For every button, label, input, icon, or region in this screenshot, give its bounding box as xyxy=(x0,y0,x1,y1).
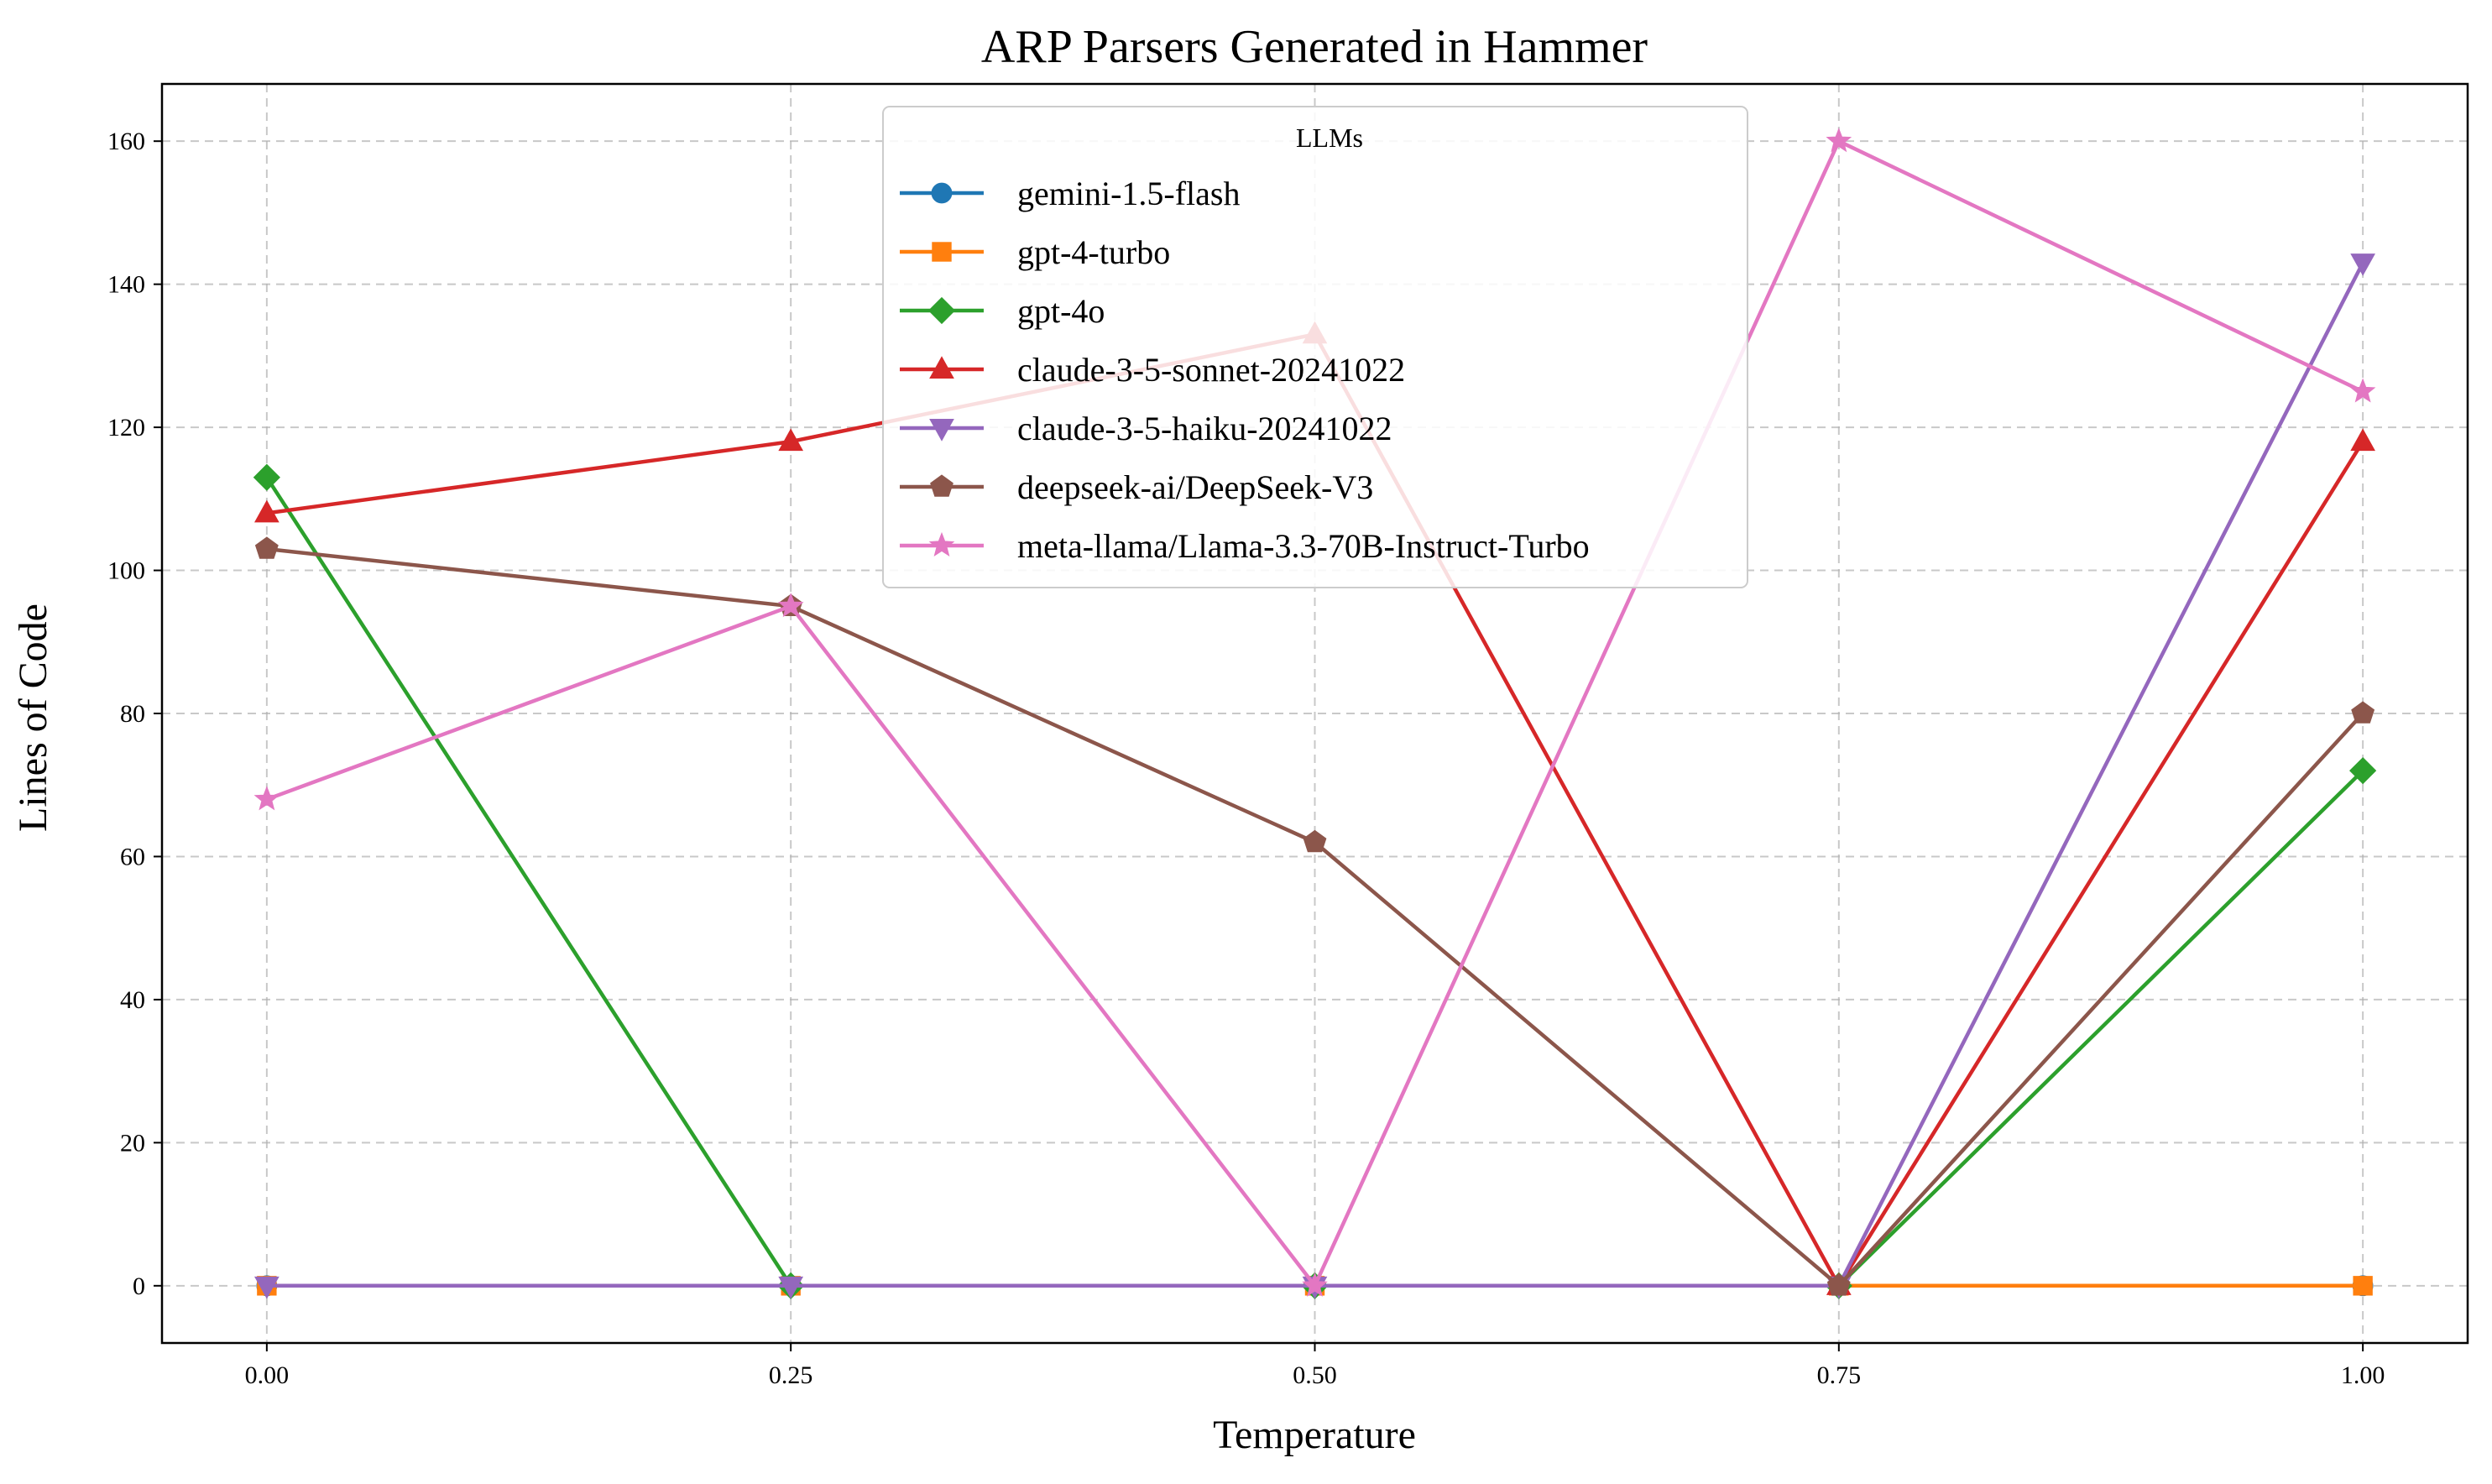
data-point xyxy=(2351,701,2375,724)
x-tick-label: 0.50 xyxy=(1293,1361,1337,1389)
data-point xyxy=(253,786,280,811)
legend-marker xyxy=(932,242,952,262)
legend-marker xyxy=(930,474,953,497)
y-tick-label: 40 xyxy=(120,986,145,1014)
legend-entry: meta-llama/Llama-3.3-70B-Instruct-Turbo xyxy=(900,527,1590,565)
data-point xyxy=(778,1276,804,1299)
legend-label: gpt-4o xyxy=(1017,292,1105,330)
x-tick-label: 0.00 xyxy=(245,1361,290,1389)
data-point xyxy=(1302,1272,1328,1297)
y-tick-label: 140 xyxy=(107,271,145,299)
y-tick-label: 0 xyxy=(133,1272,145,1300)
legend-entry: gpt-4-turbo xyxy=(900,233,1170,271)
data-point xyxy=(1826,1273,1851,1296)
legend-marker xyxy=(928,531,955,557)
legend-marker xyxy=(929,419,954,442)
data-point xyxy=(2350,253,2375,276)
data-point xyxy=(254,536,279,559)
series-deepseek-ai-deepseek-v3 xyxy=(254,536,2375,1296)
legend-entry: claude-3-5-sonnet-20241022 xyxy=(900,351,1405,389)
legend-label: deepseek-ai/DeepSeek-V3 xyxy=(1017,468,1373,506)
y-axis-title: Lines of Code xyxy=(11,604,55,832)
data-point xyxy=(1303,829,1327,853)
legend-label: gpt-4-turbo xyxy=(1017,233,1170,271)
legend-box xyxy=(882,106,1748,588)
x-tick-label: 0.75 xyxy=(1817,1361,1862,1389)
chart-title: ARP Parsers Generated in Hammer xyxy=(981,21,1648,73)
data-point xyxy=(253,463,280,491)
legend-label: claude-3-5-haiku-20241022 xyxy=(1017,410,1392,447)
x-tick-label: 0.25 xyxy=(769,1361,813,1389)
data-point xyxy=(1826,128,1852,153)
y-tick-label: 80 xyxy=(120,700,145,728)
y-tick-label: 120 xyxy=(107,414,145,442)
data-point xyxy=(777,593,804,618)
legend-entries: gemini-1.5-flash gpt-4-turbo gpt-4o claude-… xyxy=(900,175,1590,565)
x-tick-label: 1.00 xyxy=(2341,1361,2385,1389)
data-point xyxy=(2349,378,2376,403)
data-point xyxy=(254,1276,280,1299)
legend-entry: gpt-4o xyxy=(900,292,1105,330)
data-point xyxy=(254,499,280,523)
legend-entry: gemini-1.5-flash xyxy=(900,175,1241,212)
legend-label: claude-3-5-sonnet-20241022 xyxy=(1017,351,1405,389)
data-point xyxy=(2349,757,2377,785)
axis-ticks: 0.00 0.25 0.50 0.75 1.00 0 20 40 60 80 100 120 140 16… xyxy=(107,128,2385,1389)
data-point xyxy=(778,428,804,452)
legend-title: LLMs xyxy=(1296,123,1363,153)
legend-label: gemini-1.5-flash xyxy=(1017,175,1241,212)
legend: LLMs gemini-1.5-flash gpt-4-turbo gpt-4o cl… xyxy=(882,106,1748,588)
legend-entry: deepseek-ai/DeepSeek-V3 xyxy=(900,468,1373,506)
legend-label: meta-llama/Llama-3.3-70B-Instruct-Turbo xyxy=(1017,527,1590,565)
data-point xyxy=(2350,428,2375,452)
y-tick-label: 60 xyxy=(120,843,145,870)
y-tick-label: 160 xyxy=(107,128,145,155)
legend-entry: claude-3-5-haiku-20241022 xyxy=(900,410,1392,447)
legend-marker xyxy=(929,356,954,379)
legend-marker xyxy=(931,182,953,204)
data-point xyxy=(2353,1276,2373,1296)
legend-marker xyxy=(927,296,956,325)
series-layer xyxy=(253,128,2377,1299)
x-axis-title: Temperature xyxy=(1213,1413,1416,1457)
y-tick-label: 100 xyxy=(107,557,145,585)
series-meta-llama-llama-3-3-70b-instruct-turbo xyxy=(253,128,2376,1297)
y-tick-label: 20 xyxy=(120,1129,145,1157)
